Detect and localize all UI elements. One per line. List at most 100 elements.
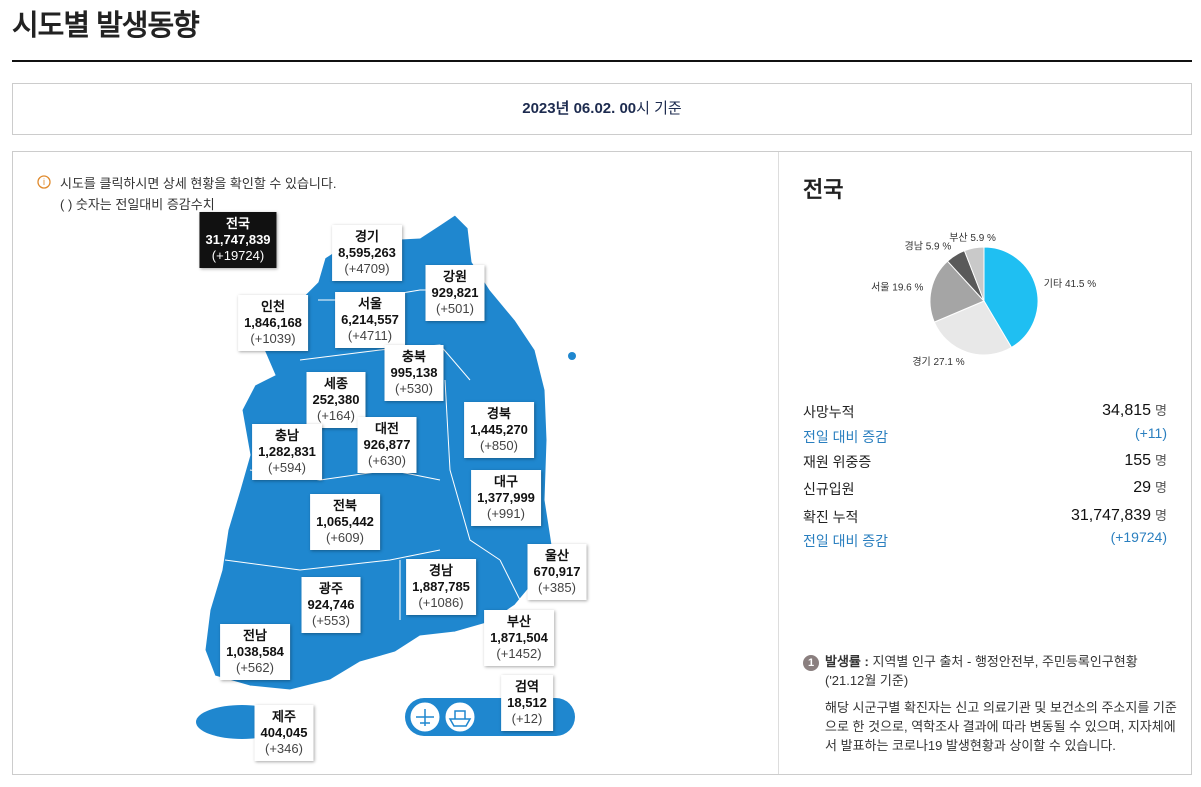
region-count: 18,512 (507, 695, 547, 710)
pie-slice (983, 246, 1039, 349)
ulleung-island (568, 352, 576, 360)
region-name: 서울 (358, 296, 382, 311)
region-change: (+609) (326, 530, 364, 545)
date-box: 2023년 06.02. 00시 기준 (12, 83, 1192, 135)
region-box[interactable]: 제주 404,045 (+346) (254, 705, 314, 761)
region-box[interactable]: 검역 18,512 (+12) (501, 675, 553, 731)
region-box[interactable]: 울산 670,917 (+385) (527, 544, 587, 600)
region-box[interactable]: 경남 1,887,785 (+1086) (406, 559, 476, 615)
pie-slice (929, 260, 985, 323)
pie-label-value: 5.9 % (926, 241, 952, 252)
region-count: 252,380 (312, 392, 360, 407)
region-name: 경북 (487, 406, 511, 421)
region-count: 1,282,831 (258, 444, 316, 459)
date-bold: 2023년 06.02. 00 (522, 100, 637, 117)
stat-label: 재원 위중증 (803, 454, 872, 470)
pie-label-name: 경기 (912, 354, 930, 367)
region-box[interactable]: 충남 1,282,831 (+594) (252, 424, 322, 480)
region-box[interactable]: 대전 926,877 (+630) (357, 417, 417, 473)
region-change: (+991) (487, 506, 525, 521)
footnote-text: 지역별 인구 출처 - 행정안전부, 주민등록인구현황 (872, 654, 1138, 669)
region-change: (+850) (480, 438, 518, 453)
region-count: 1,377,999 (477, 490, 535, 505)
stat-value-row: (+11) (1135, 425, 1167, 441)
region-box[interactable]: 대구 1,377,999 (+991) (471, 470, 541, 526)
stat-value: 155 (1124, 452, 1152, 469)
pie-label-value: 19.6 % (892, 282, 923, 293)
pie-label: 기타 41.5 % (1044, 278, 1096, 290)
region-name: 충북 (402, 349, 426, 364)
region-name: 울산 (545, 548, 569, 563)
region-change: (+1086) (418, 595, 464, 610)
pie-label: 부산 5.9 % (949, 232, 996, 244)
stat-unit: 명 (1155, 480, 1167, 495)
region-box[interactable]: 충북 995,138 (+530) (384, 345, 444, 401)
pie-chart: 기타 41.5 % 경기 27.1 % 서울 19.6 % 경남 5.9 %부산 5.… (871, 232, 1096, 368)
region-count: 1,846,168 (244, 315, 302, 330)
main-panel (12, 151, 1192, 775)
stat-label: 전일 대비 증감 (803, 429, 889, 445)
region-change: (+19724) (211, 248, 265, 263)
stat-value: 31,747,839 (1070, 507, 1152, 524)
pie-label-value: 27.1 % (934, 356, 965, 367)
region-name: 광주 (319, 581, 343, 596)
region-box[interactable]: 경북 1,445,270 (+850) (464, 402, 534, 458)
region-change: (+4709) (344, 261, 390, 276)
stat-value: 34,815 (1102, 402, 1152, 419)
region-change: (+553) (312, 613, 350, 628)
region-change: (+1452) (496, 646, 542, 661)
airplane-shape (416, 709, 434, 726)
pie-label-name: 서울 (871, 281, 889, 293)
region-name: 충남 (275, 428, 299, 443)
footnote-title: 발생률 : (825, 654, 869, 669)
region-count: 1,871,504 (490, 630, 548, 645)
region-count: 404,045 (260, 725, 308, 740)
stat-value-row: 29 명 (1133, 477, 1167, 497)
region-count: 8,595,263 (338, 245, 396, 260)
region-box[interactable]: 전남 1,038,584 (+562) (220, 624, 290, 680)
region-count: 926,877 (363, 437, 411, 452)
region-name: 경남 (429, 563, 453, 578)
region-box[interactable]: 세종 252,380 (+164) (306, 372, 366, 428)
region-box[interactable]: 전국 31,747,839 (+19724) (199, 212, 277, 268)
stat-value: (+11) (1134, 425, 1167, 441)
region-name: 전북 (333, 498, 357, 513)
region-count: 929,821 (431, 285, 479, 300)
region-count: 31,747,839 (205, 232, 271, 247)
region-name: 전국 (226, 216, 250, 231)
panel-title: 전국 (803, 177, 844, 202)
stat-value-row: (+19724) (1111, 529, 1167, 545)
date-rest: 시 기준 (636, 100, 682, 117)
stat-unit: 명 (1155, 403, 1167, 418)
notice-icon-text: i (43, 177, 45, 187)
footnote-number: 1 (803, 655, 819, 671)
region-name: 부산 (507, 614, 531, 629)
notice-icon (37, 175, 51, 189)
region-change: (+346) (265, 741, 303, 756)
region-name: 인천 (261, 299, 285, 314)
region-change: (+12) (511, 711, 543, 726)
stat-value-row: 34,815 명 (1102, 400, 1167, 420)
region-name: 강원 (443, 269, 467, 284)
footnote: 1 발생률 : 지역별 인구 출처 - 행정안전부, 주민등록인구현황 ('21.… (803, 652, 1183, 755)
pie-label-name: 기타 (1044, 278, 1062, 290)
region-name: 검역 (515, 679, 539, 694)
footnote-date: ('21.12월 기준) (825, 673, 909, 688)
region-change: (+164) (317, 408, 355, 423)
pie-label: 경남 5.9 % (905, 239, 952, 252)
region-box[interactable]: 전북 1,065,442 (+609) (310, 494, 380, 550)
region-count: 1,038,584 (226, 644, 284, 659)
stat-label: 사망누적 (803, 404, 855, 420)
pie-label-name: 부산 (949, 232, 967, 244)
footnote-paragraph: 해당 시군구별 확진자는 신고 의료기관 및 보건소의 주소지를 기준으로 한 … (825, 700, 1177, 753)
region-box[interactable]: 인천 1,846,168 (+1039) (238, 295, 308, 351)
notice-line: 시도를 클릭하시면 상세 현황을 확인할 수 있습니다. (60, 176, 337, 191)
region-box[interactable]: 광주 924,746 (+553) (301, 577, 361, 633)
panel-divider (778, 152, 779, 774)
region-name: 대구 (494, 474, 518, 489)
region-box[interactable]: 서울 6,214,557 (+4711) (335, 292, 405, 348)
region-box[interactable]: 경기 8,595,263 (+4709) (332, 225, 402, 281)
region-change: (+530) (395, 381, 433, 396)
region-box[interactable]: 부산 1,871,504 (+1452) (484, 610, 554, 666)
region-box[interactable]: 강원 929,821 (+501) (425, 265, 485, 321)
